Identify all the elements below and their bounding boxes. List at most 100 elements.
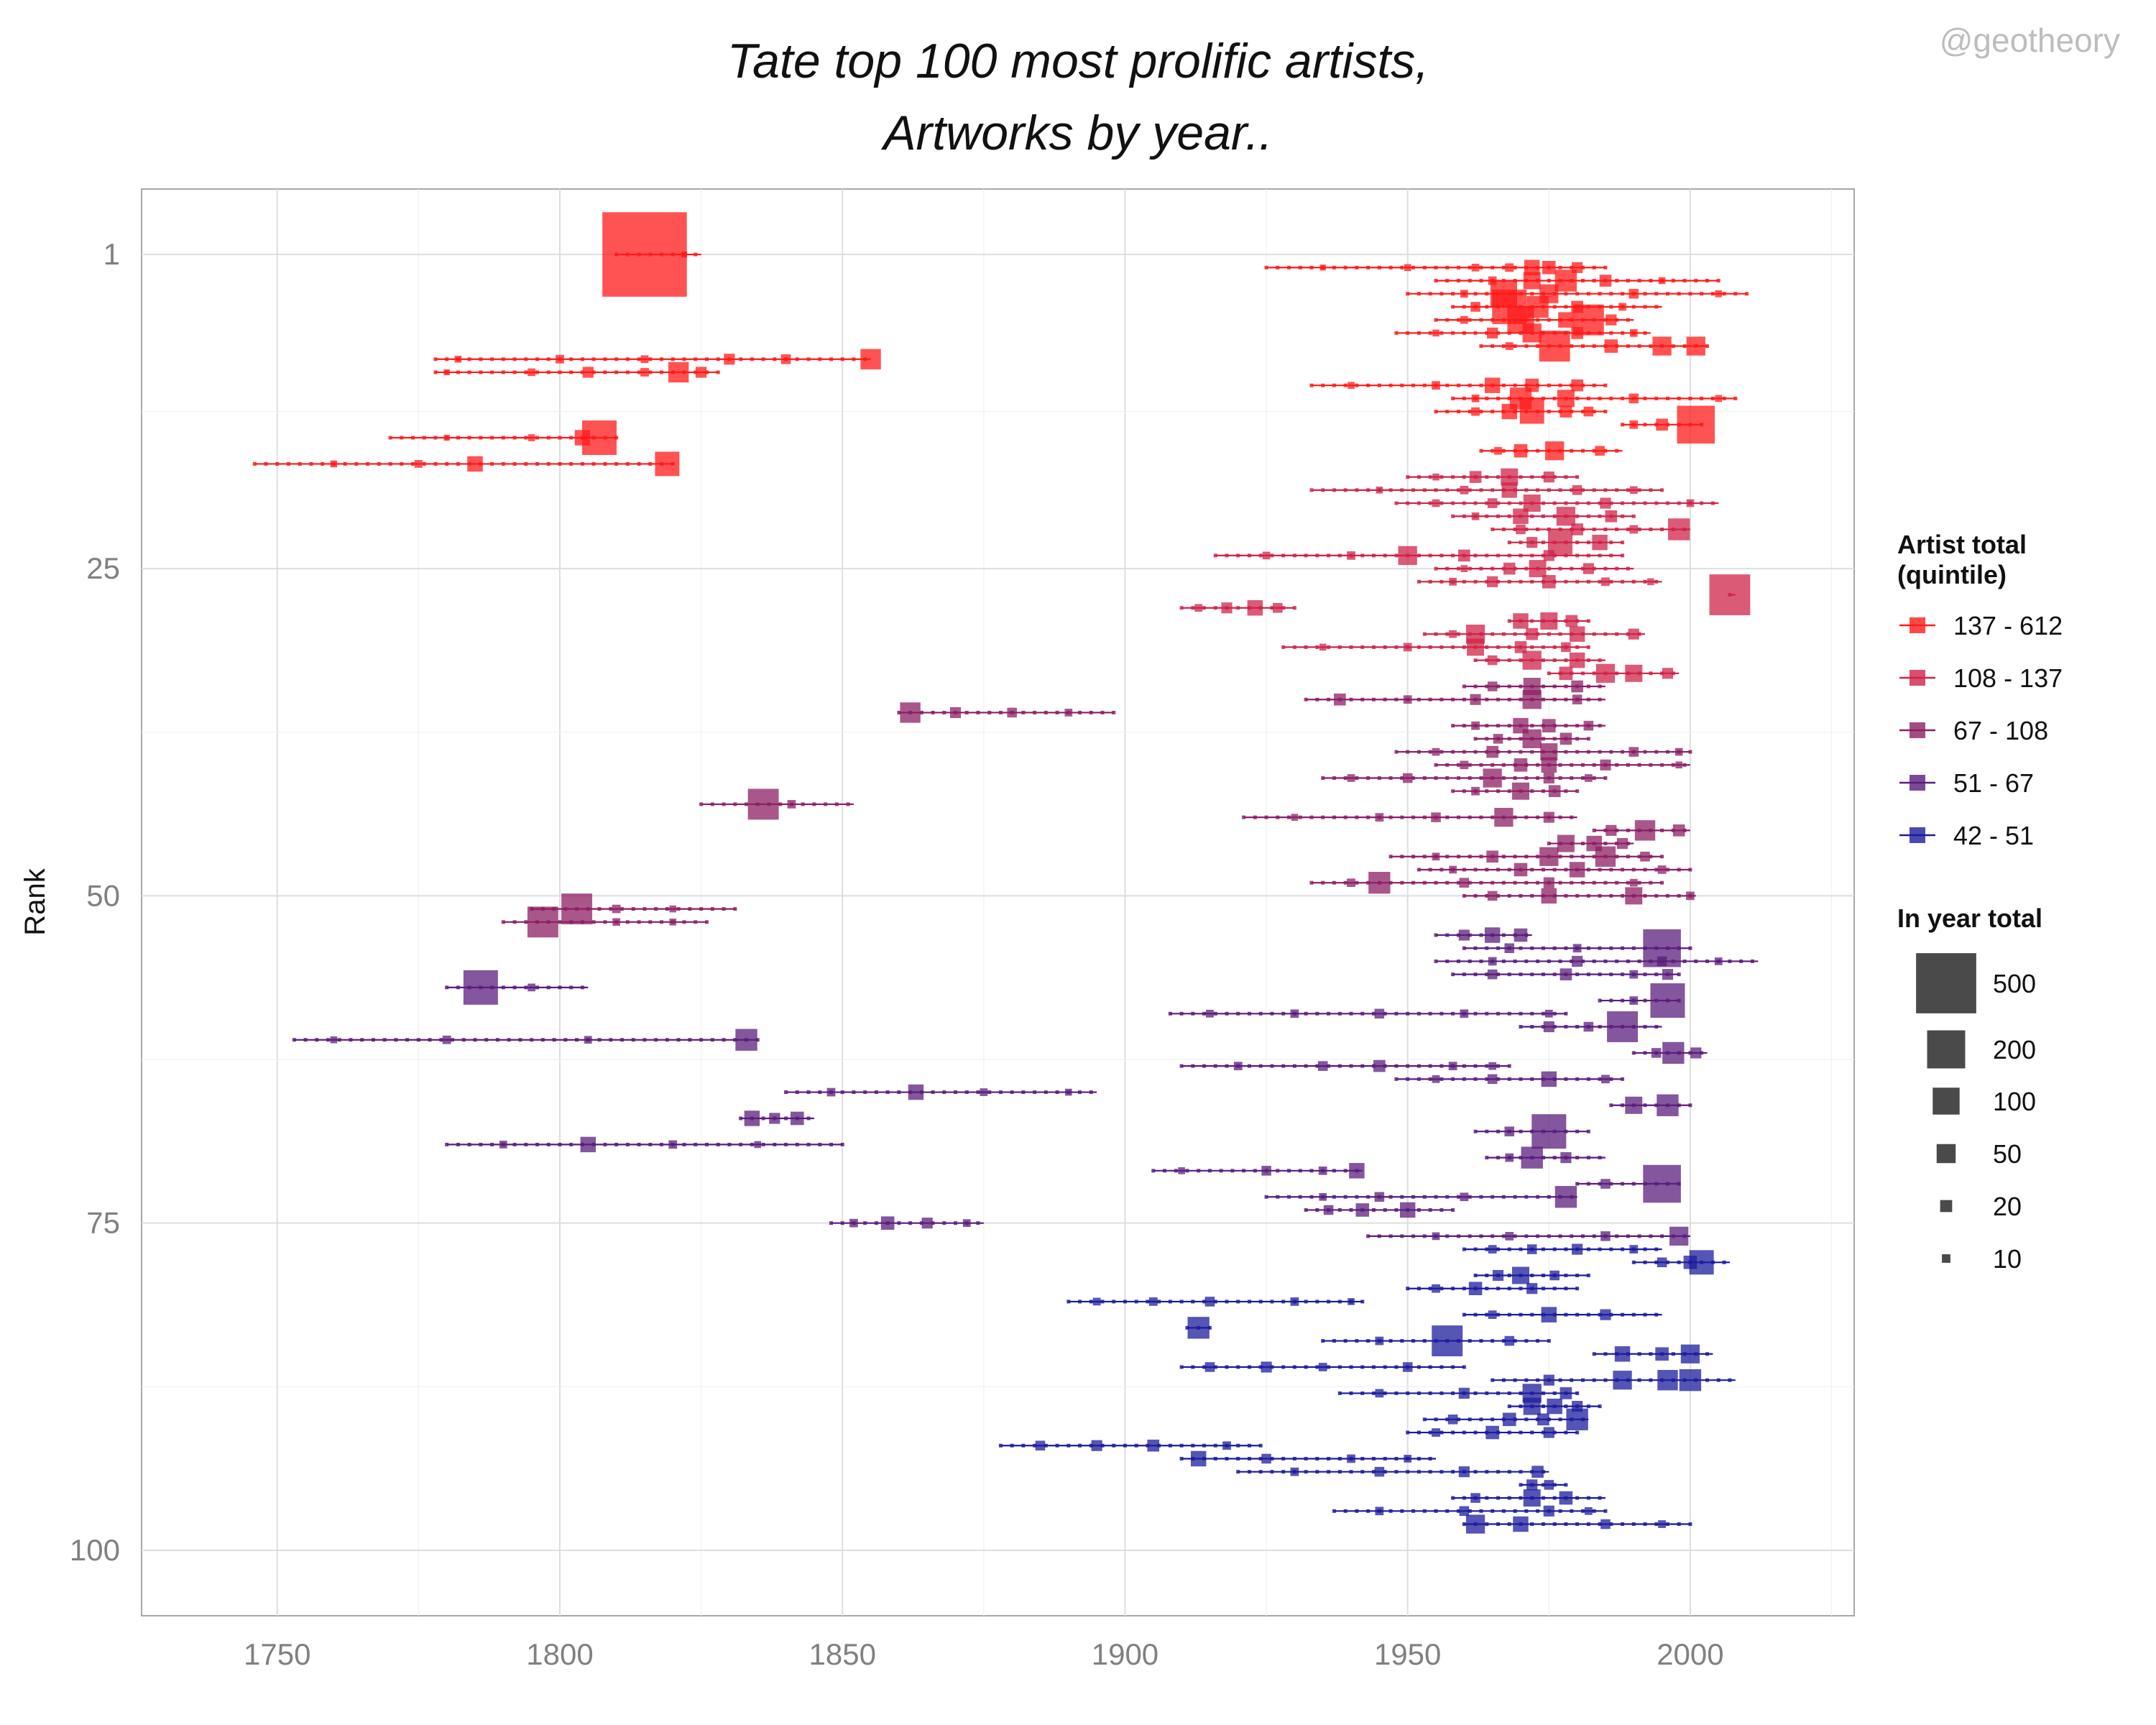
artist-year-point (609, 1038, 613, 1042)
artist-row (1473, 650, 1606, 670)
artist-year-point (1580, 776, 1585, 780)
artist-year-point (1643, 972, 1647, 977)
artist-year-square (1065, 1088, 1072, 1096)
size-legend-square (1927, 1030, 1966, 1069)
artist-year-point (1519, 697, 1523, 702)
artist-year-point (1485, 789, 1489, 794)
artist-year-square (1375, 1336, 1384, 1346)
artist-row (1485, 1146, 1606, 1169)
artist-year-point (1258, 1456, 1263, 1460)
artist-year-point (1654, 305, 1659, 309)
artist-year-point (580, 985, 584, 990)
artist-year-point (1598, 697, 1602, 702)
artist-year-point (795, 1090, 799, 1095)
artist-year-point (1637, 880, 1641, 885)
artist-year-square (949, 707, 962, 719)
artist-year-point (1637, 488, 1641, 492)
artist-year-point (1547, 566, 1551, 571)
artist-year-point (1700, 501, 1704, 505)
artist-year-square (1273, 602, 1283, 613)
artist-year-point (1530, 579, 1534, 584)
artist-year-point (1343, 1169, 1348, 1173)
artist-year-point (1473, 1077, 1478, 1081)
artist-year-point (716, 357, 720, 362)
artist-year-point (1406, 750, 1410, 754)
artist-year-point (1598, 1522, 1602, 1527)
artist-year-point (1247, 1443, 1251, 1448)
artist-year-point (1603, 632, 1608, 636)
artist-year-square (1655, 1347, 1669, 1361)
artist-year-point (445, 1142, 449, 1146)
artist-year-square (1471, 407, 1480, 416)
artist-year-point (1337, 1011, 1342, 1016)
artist-year-point (1575, 1274, 1580, 1278)
artist-year-point (1439, 1287, 1444, 1291)
artist-year-point (1406, 1287, 1410, 1291)
artist-year-point (1179, 1300, 1184, 1304)
artist-year-point (1343, 1195, 1348, 1199)
artist-year-point (1479, 383, 1483, 387)
artist-year-point (806, 1116, 811, 1121)
artist-year-point (1456, 383, 1460, 387)
artist-year-point (1411, 1509, 1416, 1513)
artist-year-point (694, 357, 698, 362)
artist-year-square (744, 1110, 760, 1126)
size-legend-label: 50 (1993, 1139, 2022, 1169)
artist-year-point (1700, 292, 1704, 296)
artist-year-point (1422, 632, 1427, 636)
artist-year-square (1634, 820, 1656, 841)
artist-year-point (784, 1090, 788, 1095)
artist-row (1394, 323, 1651, 343)
artist-year-point (1400, 815, 1404, 819)
artist-year-point (1631, 946, 1636, 950)
artist-year-point (1485, 1522, 1489, 1527)
artist-year-point (501, 461, 505, 466)
artist-year-point (1383, 1011, 1387, 1016)
artist-year-square (561, 893, 593, 925)
artist-year-point (1586, 396, 1590, 400)
artist-year-point (1343, 383, 1348, 387)
artist-year-point (1524, 959, 1529, 963)
artist-year-point (1524, 1339, 1529, 1343)
artist-year-point (710, 802, 714, 806)
artist-year-point (1507, 1404, 1511, 1409)
artist-year-square (696, 367, 707, 378)
artist-row (1304, 1202, 1455, 1218)
artist-year-square (1471, 786, 1480, 796)
artist-year-point (1394, 553, 1399, 558)
artist-year-point (591, 920, 596, 924)
artist-year-point (1598, 579, 1602, 584)
artist-year-point (1615, 566, 1619, 571)
artist-year-point (733, 1038, 737, 1042)
artist-year-point (1665, 1260, 1669, 1264)
artist-year-square (1531, 1466, 1544, 1478)
artist-year-point (1479, 318, 1483, 322)
artist-year-point (1225, 1365, 1229, 1369)
artist-year-point (699, 802, 704, 806)
artist-year-square (1657, 956, 1667, 967)
artist-year-point (603, 370, 607, 374)
artist-year-point (1570, 959, 1574, 963)
artist-year-point (1722, 1260, 1726, 1264)
artist-year-square (1647, 578, 1654, 586)
artist-year-point (1570, 880, 1574, 885)
artist-year-point (1258, 1011, 1263, 1016)
artist-year-square (1247, 600, 1263, 616)
size-legend-item: 20 (1940, 1192, 2022, 1221)
artist-year-square (1715, 290, 1723, 298)
artist-row (1406, 1425, 1580, 1440)
artist-year-point (1372, 697, 1376, 702)
artist-year-square (1432, 1284, 1440, 1293)
artist-year-point (1321, 1339, 1325, 1343)
artist-year-square (1467, 638, 1485, 656)
artist-year-point (1406, 501, 1410, 505)
artist-row (1179, 1450, 1437, 1467)
artist-year-point (1609, 396, 1613, 400)
artist-year-point (1507, 540, 1511, 545)
artist-year-point (1479, 815, 1483, 819)
artist-year-point (1406, 475, 1410, 479)
artist-year-point (1451, 1365, 1455, 1369)
artist-year-point (1468, 776, 1472, 780)
artist-year-point (1360, 1391, 1365, 1395)
artist-year-square (1448, 1062, 1457, 1071)
